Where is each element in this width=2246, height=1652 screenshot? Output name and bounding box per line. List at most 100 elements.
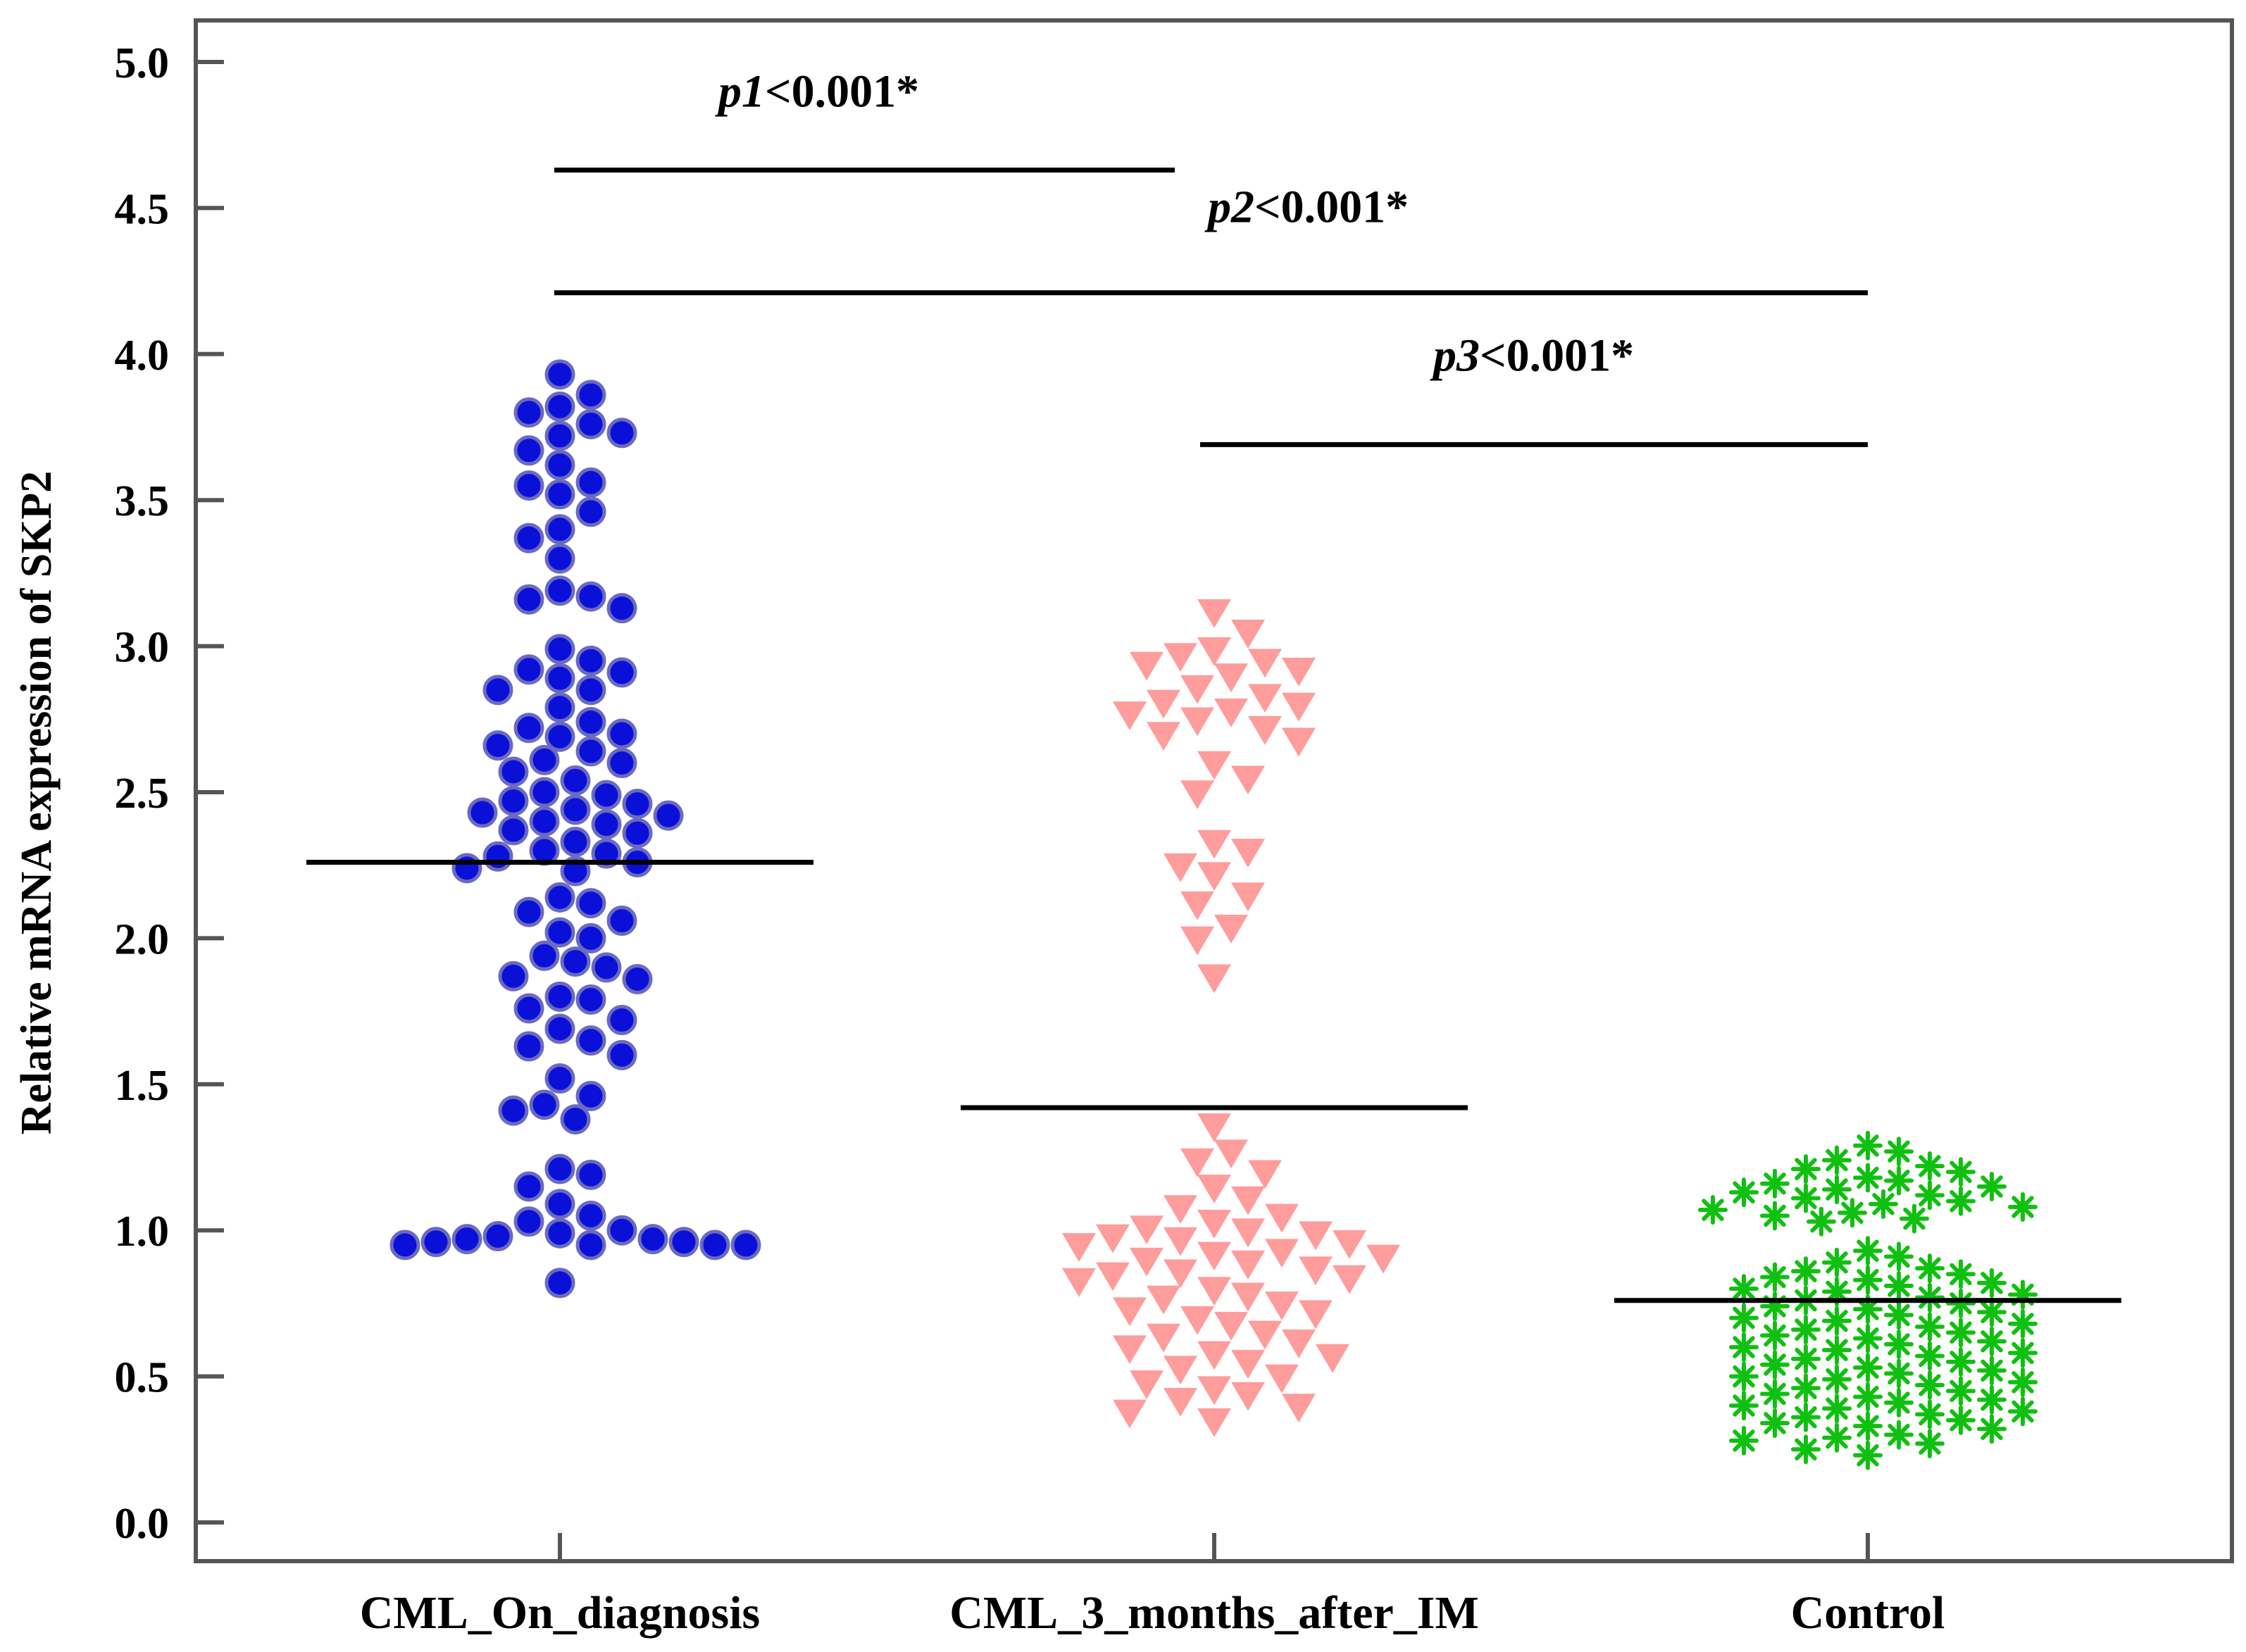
point-control: [1791, 1256, 1821, 1287]
point-control: [1946, 1405, 1976, 1435]
point-cml-on-diagnosis: [513, 1031, 544, 1062]
point-cml-on-diagnosis: [544, 692, 575, 723]
point-control: [1791, 1344, 1821, 1374]
point-cml-on-diagnosis: [498, 785, 529, 816]
point-cml-3-months-after-im: [1299, 1300, 1333, 1329]
point-cml-on-diagnosis: [606, 718, 637, 749]
point-control: [1946, 1259, 1976, 1289]
point-control: [1977, 1384, 2007, 1415]
x-axis: CML_On_diagnosis CML_3_months_after_IM Con…: [360, 1533, 1945, 1639]
point-cml-on-diagnosis: [622, 963, 653, 994]
point-cml-on-diagnosis: [544, 543, 575, 574]
y-axis-title: Relative mRNA expression of SKP2: [13, 471, 61, 1135]
point-control: [1853, 1323, 1883, 1353]
point-cml-3-months-after-im: [1113, 1335, 1147, 1365]
point-cml-on-diagnosis: [529, 1089, 560, 1120]
point-cml-3-months-after-im: [1147, 1285, 1180, 1315]
mean-lines: [306, 860, 2121, 1303]
point-cml-on-diagnosis: [575, 1229, 606, 1260]
point-control: [1791, 1315, 1821, 1345]
point-cml-3-months-after-im: [1282, 692, 1316, 722]
point-control: [1853, 1265, 1883, 1295]
point-cml-3-months-after-im: [1231, 839, 1265, 868]
point-cml-3-months-after-im: [1197, 751, 1231, 780]
point-cml-3-months-after-im: [1214, 1139, 1248, 1169]
point-cml-on-diagnosis: [575, 1159, 606, 1190]
point-control: [1884, 1420, 1914, 1450]
point-control: [1853, 1411, 1883, 1441]
point-cml-on-diagnosis: [451, 1224, 482, 1255]
point-cml-on-diagnosis: [575, 984, 606, 1015]
point-control: [1884, 1241, 1914, 1272]
point-cml-on-diagnosis: [544, 1268, 575, 1299]
p-value-label: p2<0.001*: [1204, 182, 1409, 233]
point-cml-on-diagnosis: [544, 479, 575, 510]
point-cml-3-months-after-im: [1214, 1312, 1248, 1341]
y-tick-label: 4.0: [115, 332, 170, 380]
point-cml-on-diagnosis: [529, 940, 560, 971]
point-control: [1807, 1206, 1836, 1237]
x-category-label: CML_On_diagnosis: [360, 1587, 760, 1639]
point-control: [1915, 1312, 1945, 1342]
point-cml-3-months-after-im: [1265, 1239, 1299, 1268]
point-cml-on-diagnosis: [606, 418, 637, 449]
point-cml-on-diagnosis: [622, 789, 653, 820]
point-control: [2008, 1367, 2038, 1397]
point-cml-on-diagnosis: [575, 922, 606, 953]
point-control: [1822, 1277, 1852, 1307]
point-cml-3-months-after-im: [1163, 1387, 1197, 1417]
point-cml-3-months-after-im: [1197, 964, 1231, 994]
point-control: [1822, 1335, 1852, 1365]
point-cml-3-months-after-im: [1180, 926, 1214, 956]
y-tick-label: 4.5: [115, 185, 170, 233]
point-control: [1791, 1434, 1821, 1465]
point-control: [1822, 1175, 1852, 1205]
point-cml-on-diagnosis: [451, 853, 482, 884]
point-control: [1868, 1189, 1898, 1219]
point-cml-3-months-after-im: [1231, 1251, 1265, 1279]
point-cml-on-diagnosis: [575, 408, 606, 439]
point-cml-3-months-after-im: [1299, 1256, 1333, 1286]
point-cml-3-months-after-im: [1248, 715, 1282, 745]
point-control: [1915, 1429, 1945, 1459]
point-cml-3-months-after-im: [1282, 727, 1316, 757]
point-cml-3-months-after-im: [1113, 701, 1147, 731]
point-cml-3-months-after-im: [1147, 689, 1180, 719]
point-control: [1915, 1151, 1945, 1181]
point-control: [1884, 1300, 1914, 1330]
point-cml-on-diagnosis: [575, 675, 606, 706]
point-cml-on-diagnosis: [575, 380, 606, 411]
point-control: [1899, 1203, 1929, 1234]
point-cml-3-months-after-im: [1062, 1268, 1096, 1297]
point-control: [1884, 1165, 1914, 1196]
point-cml-on-diagnosis: [544, 420, 575, 451]
point-cml-on-diagnosis: [544, 391, 575, 422]
point-control: [1760, 1291, 1790, 1322]
point-cml-on-diagnosis: [575, 467, 606, 498]
point-cml-on-diagnosis: [513, 654, 544, 685]
point-cml-on-diagnosis: [544, 1153, 575, 1184]
point-control: [1946, 1157, 1976, 1187]
point-control: [1822, 1306, 1852, 1336]
point-cml-3-months-after-im: [1214, 699, 1248, 727]
point-control: [1760, 1320, 1790, 1351]
point-control: [1853, 1440, 1883, 1470]
point-cml-on-diagnosis: [699, 1229, 730, 1260]
point-control: [1760, 1379, 1790, 1409]
point-control: [1915, 1341, 1945, 1371]
point-cml-on-diagnosis: [498, 815, 529, 846]
point-cml-3-months-after-im: [1333, 1265, 1366, 1294]
point-cml-on-diagnosis: [389, 1229, 420, 1260]
point-control: [1822, 1145, 1852, 1175]
point-cml-3-months-after-im: [1265, 1203, 1299, 1233]
point-cml-3-months-after-im: [1180, 675, 1214, 704]
point-cml-3-months-after-im: [1147, 1323, 1180, 1353]
point-cml-on-diagnosis: [575, 1080, 606, 1111]
point-cml-3-months-after-im: [1180, 1148, 1214, 1177]
point-cml-on-diagnosis: [606, 1039, 637, 1070]
point-cml-3-months-after-im: [1248, 1160, 1282, 1189]
point-cml-3-months-after-im: [1113, 1399, 1147, 1429]
point-control: [1915, 1253, 1945, 1284]
point-control: [1791, 1402, 1821, 1432]
point-cml-on-diagnosis: [513, 397, 544, 428]
